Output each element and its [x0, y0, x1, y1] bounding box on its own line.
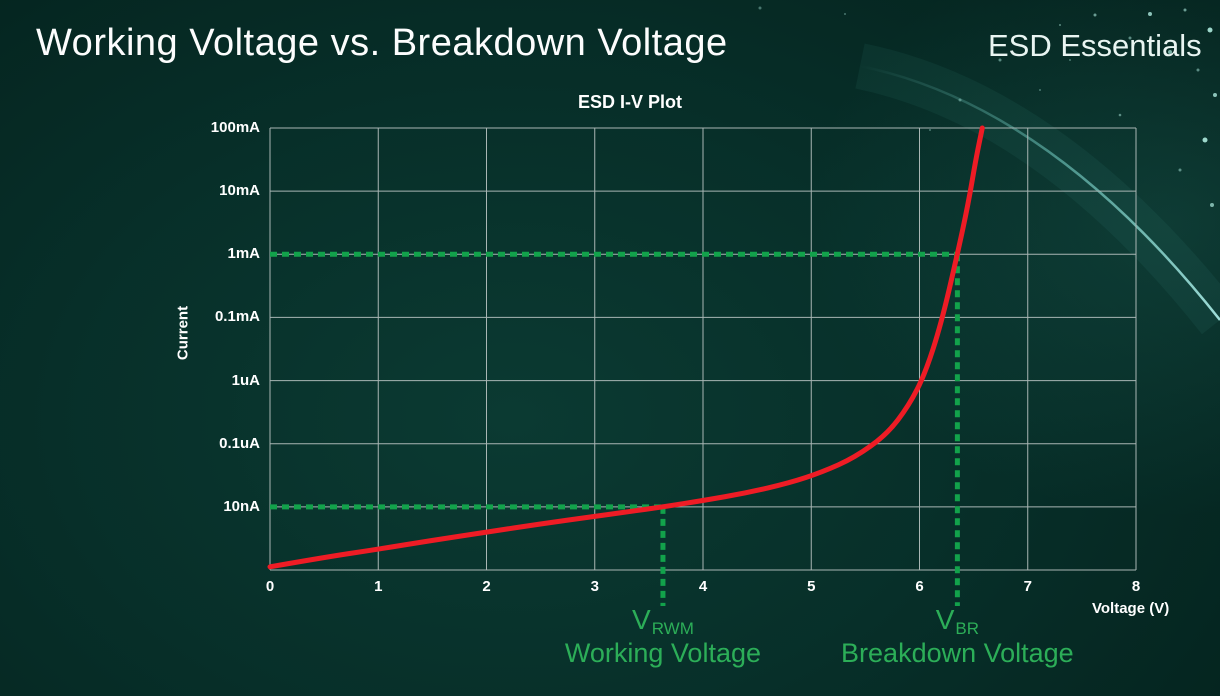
swoosh-curve — [859, 64, 1220, 321]
iv-curve — [267, 125, 985, 570]
page-title: Working Voltage vs. Breakdown Voltage — [36, 22, 728, 64]
star-dots — [758, 6, 1217, 207]
x-axis-label: Voltage (V) — [1092, 600, 1170, 617]
brand-logo: ESD Essentials — [988, 28, 1202, 63]
chart-title: ESD I-V Plot — [577, 92, 682, 112]
